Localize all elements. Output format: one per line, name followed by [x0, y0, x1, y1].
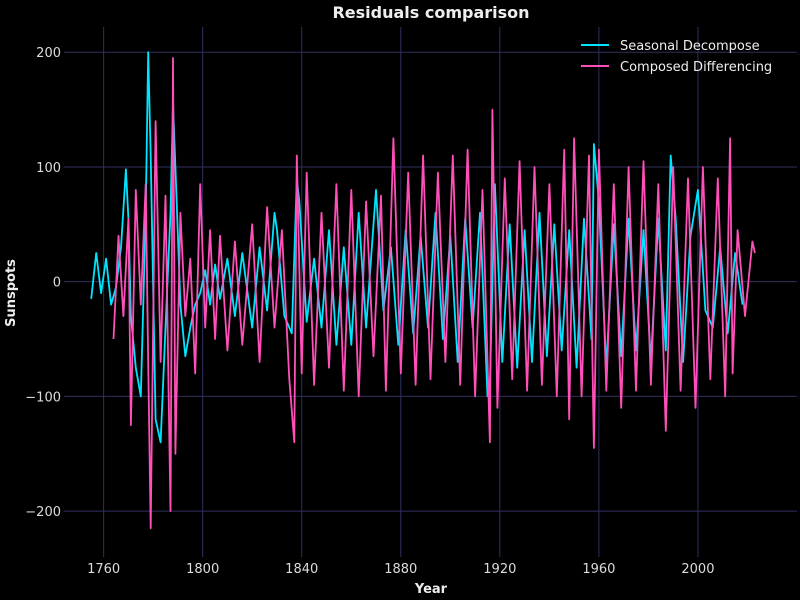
y-tick-label: 200: [36, 46, 61, 61]
x-axis-title: Year: [414, 582, 448, 597]
x-tick-label: 2000: [681, 562, 714, 577]
series-line-composed-differencing: [112, 57, 756, 530]
legend: Seasonal Decompose Composed Differencing: [581, 39, 772, 75]
y-axis-title: Sunspots: [4, 259, 19, 327]
legend-label: Composed Differencing: [620, 60, 772, 75]
x-tick-label: 1840: [285, 562, 318, 577]
x-tick-label: 1800: [186, 562, 219, 577]
y-axis-ticks: −200 −100 0 100 200: [25, 46, 61, 520]
legend-label: Seasonal Decompose: [620, 39, 760, 54]
series-layer: [90, 51, 756, 530]
y-tick-label: 0: [53, 276, 61, 291]
y-tick-label: −100: [25, 390, 61, 405]
x-tick-label: 1760: [87, 562, 120, 577]
x-tick-label: 1880: [384, 562, 417, 577]
y-tick-label: 100: [36, 161, 61, 176]
x-tick-label: 1920: [483, 562, 516, 577]
x-axis-ticks: 1760 1800 1840 1880 1920 1960 2000: [87, 562, 714, 577]
y-tick-label: −200: [25, 505, 61, 520]
chart-title: Residuals comparison: [332, 3, 529, 22]
x-tick-label: 1960: [582, 562, 615, 577]
